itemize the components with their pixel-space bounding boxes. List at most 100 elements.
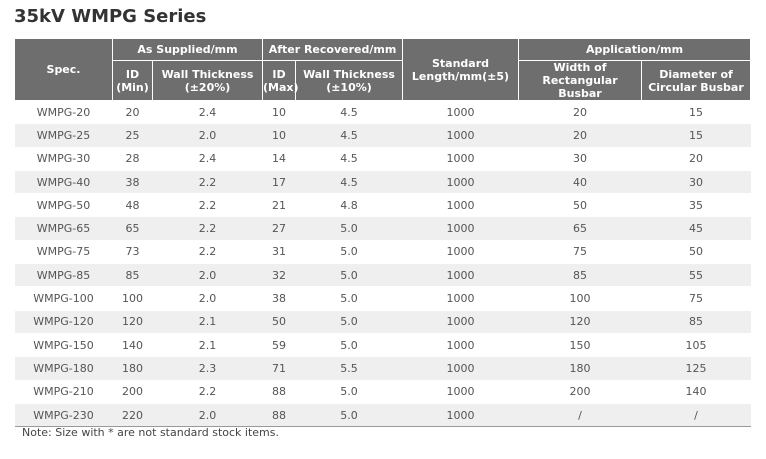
table-cell: 15 (641, 100, 751, 125)
table-row: WMPG-210 200 2.2 88 5.0 1000 200 140 (14, 380, 751, 404)
table-cell: 2.0 (152, 403, 263, 428)
table-cell: 40 (518, 170, 642, 195)
table-cell: 1000 (402, 286, 519, 311)
table-cell: 100 (112, 286, 153, 311)
table-cell: 50 (262, 310, 296, 334)
table-cell: 14 (262, 147, 296, 171)
table-cell: WMPG-150 (14, 333, 113, 358)
table-cell: 200 (518, 380, 642, 404)
table-cell: 20 (518, 123, 642, 148)
table-row: WMPG-85 85 2.0 32 5.0 1000 85 55 (14, 263, 751, 288)
table-cell: 71 (262, 356, 296, 381)
table-cell: 27 (262, 216, 296, 241)
table-cell: 120 (112, 310, 153, 334)
table-cell: 65 (518, 216, 642, 241)
table-row: WMPG-25 25 2.0 10 4.5 1000 20 15 (14, 123, 751, 148)
table-cell: 5.0 (295, 333, 403, 358)
table-cell: 4.5 (295, 147, 403, 171)
header-cell: Application/mm (517, 38, 752, 61)
table-cell: 73 (112, 240, 153, 265)
table-cell: 38 (112, 170, 153, 195)
table-cell: WMPG-100 (14, 286, 113, 311)
title: 35kV WMPG Series (14, 6, 207, 27)
table-cell: 2.0 (152, 263, 263, 288)
table-row: WMPG-180 180 2.3 71 5.5 1000 180 125 (14, 356, 751, 381)
table-cell: 85 (112, 263, 153, 288)
table-cell: 180 (112, 356, 153, 381)
table-cell: 10 (262, 100, 296, 125)
table-cell: WMPG-30 (14, 147, 113, 171)
table-cell: 50 (641, 240, 751, 265)
table-cell: 2.4 (152, 147, 263, 171)
table-cell: 55 (641, 263, 751, 288)
header-cell: ID (Min) (112, 60, 153, 101)
table-cell: 31 (262, 240, 296, 265)
table-cell: 1000 (402, 263, 519, 288)
table-cell: WMPG-40 (14, 170, 113, 195)
table-cell: 2.2 (152, 240, 263, 265)
table-cell: 5.0 (295, 286, 403, 311)
table-cell: 85 (518, 263, 642, 288)
table-cell: 1000 (402, 100, 519, 125)
table-cell: 5.0 (295, 380, 403, 404)
table-cell: 100 (518, 286, 642, 311)
table-cell: 120 (518, 310, 642, 334)
table-cell: 5.5 (295, 356, 403, 381)
table-cell: / (641, 403, 751, 428)
table-cell: 140 (641, 380, 751, 404)
table-cell: 30 (641, 170, 751, 195)
table-cell: 88 (262, 403, 296, 428)
table-cell: 2.2 (152, 193, 263, 218)
table-cell: WMPG-210 (14, 380, 113, 404)
table-cell: 2.2 (152, 380, 263, 404)
header-cell: Standard Length/mm(±5) (402, 38, 519, 101)
table-row: WMPG-20 20 2.4 10 4.5 1000 20 15 (14, 100, 751, 125)
table-cell: 59 (262, 333, 296, 358)
table-cell: 2.1 (152, 333, 263, 358)
table-cell: 25 (112, 123, 153, 148)
table-cell: 1000 (402, 147, 519, 171)
table-cell: WMPG-50 (14, 193, 113, 218)
table-cell: 50 (518, 193, 642, 218)
table-row: WMPG-65 65 2.2 27 5.0 1000 65 45 (14, 216, 751, 241)
table-cell: 75 (518, 240, 642, 265)
table-body: WMPG-20 20 2.4 10 4.5 1000 20 15 WMPG-25 25 2.0 10 4… (14, 100, 751, 428)
table-cell: 75 (641, 286, 751, 311)
table-cell: 45 (641, 216, 751, 241)
table-cell: 2.0 (152, 123, 263, 148)
table-cell: WMPG-230 (14, 403, 113, 428)
table-cell: 1000 (402, 193, 519, 218)
table-header: Spec. As Supplied/mm After Recovered/mm … (14, 38, 752, 101)
table-cell: 28 (112, 147, 153, 171)
header-cell: ID (Max) (262, 60, 299, 101)
table-cell: 5.0 (295, 263, 403, 288)
header-cell: As Supplied/mm (112, 38, 263, 61)
table-cell: 85 (641, 310, 751, 334)
header-cell: Wall Thickness (±10%) (295, 60, 403, 101)
table-cell: 5.0 (295, 403, 403, 428)
table-cell: 5.0 (295, 216, 403, 241)
table-cell: 1000 (402, 403, 519, 428)
table-cell: 65 (112, 216, 153, 241)
table-cell: 2.4 (152, 100, 263, 125)
table-cell: 2.1 (152, 310, 263, 334)
table-row: WMPG-100 100 2.0 38 5.0 1000 100 75 (14, 286, 751, 311)
header-cell: After Recovered/mm (262, 38, 403, 61)
table-cell: 10 (262, 123, 296, 148)
table-cell: 20 (112, 100, 153, 125)
table-cell: 1000 (402, 216, 519, 241)
table-cell: WMPG-120 (14, 310, 113, 334)
table-cell: 20 (641, 147, 751, 171)
table-cell: WMPG-65 (14, 216, 113, 241)
table-cell: 150 (518, 333, 642, 358)
table-cell: 4.5 (295, 123, 403, 148)
table-cell: 1000 (402, 380, 519, 404)
table-cell: 17 (262, 170, 296, 195)
table-cell: 1000 (402, 310, 519, 334)
header-cell: Width of Rectangular Busbar (518, 60, 642, 101)
table-cell: 48 (112, 193, 153, 218)
table-cell: 180 (518, 356, 642, 381)
header-cell: Wall Thickness (±20%) (152, 60, 263, 101)
table-cell: 32 (262, 263, 296, 288)
table-cell: 1000 (402, 123, 519, 148)
